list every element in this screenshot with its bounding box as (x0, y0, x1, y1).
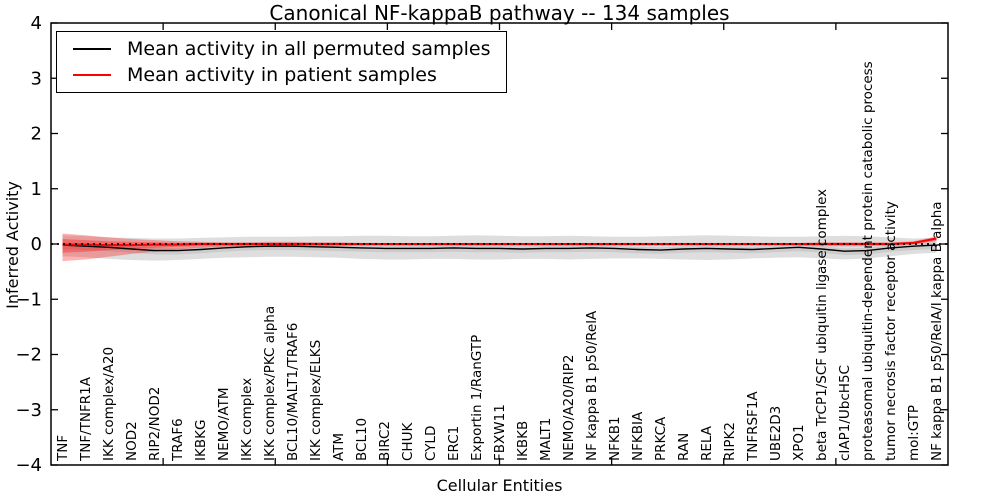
entity-tick-label: cIAP1/UbcH5C (837, 365, 853, 461)
entity-tick-label: mol:GTP (906, 405, 922, 461)
y-tick-label: 1 (31, 179, 42, 200)
entity-tick-label: NEMO/A20/RIP2 (561, 354, 577, 461)
entity-tick-label: BCL10 (354, 418, 370, 461)
entity-tick-label: NEMO/ATM (216, 387, 232, 461)
entity-tick-label: TNFRSF1A (745, 391, 761, 462)
legend: Mean activity in all permuted samples Me… (56, 31, 507, 93)
y-tick-label: 2 (31, 124, 42, 145)
entity-tick-label: RIPK2 (722, 422, 738, 461)
entity-tick-label: IKBKB (515, 421, 531, 461)
entity-tick-label: ATM (331, 433, 347, 461)
legend-label-permuted: Mean activity in all permuted samples (127, 38, 491, 60)
x-axis-label: Cellular Entities (436, 476, 563, 495)
permuted-mean-line (62, 244, 937, 252)
y-tick-label: 4 (31, 13, 42, 34)
legend-line-patient-swatch (73, 74, 111, 76)
y-tick-label: −2 (15, 345, 42, 366)
entity-tick-label: MALT1 (538, 418, 554, 461)
entity-tick-label: BIRC2 (377, 421, 393, 461)
entity-tick-label: proteasomal ubiquitin-dependent protein … (860, 61, 876, 461)
legend-line-permuted-swatch (73, 48, 111, 50)
entity-tick-label: RIP2/NOD2 (147, 387, 163, 461)
entity-tick-label: IKK complex/A20 (101, 347, 117, 461)
entity-tick-label: UBE2D3 (768, 406, 784, 461)
entity-tick-label: RAN (676, 433, 692, 461)
entity-tick-label: NF kappa B1 p50/RelA (584, 310, 600, 461)
entity-tick-label: CHUK (400, 422, 416, 461)
y-tick-label: −1 (15, 289, 42, 310)
y-tick-label: 3 (31, 68, 42, 89)
entity-tick-label: IKK complex/ELKS (308, 340, 324, 461)
entity-tick-label: NOD2 (124, 421, 140, 461)
entity-tick-label: FBXW11 (492, 404, 508, 461)
entity-tick-label: RELA (699, 425, 715, 461)
entity-tick-label: PRKCA (653, 416, 669, 461)
entity-tick-label: beta TrCP1/SCF ubiquitin ligase complex (814, 189, 830, 461)
entity-tick-label: CYLD (423, 426, 439, 461)
legend-label-patient: Mean activity in patient samples (127, 64, 437, 86)
patient-inner-band (62, 237, 937, 253)
entity-tick-label: IKBKG (193, 420, 209, 461)
entity-tick-label: TRAF6 (170, 418, 186, 462)
entity-tick-label: tumor necrosis factor receptor activity (883, 201, 899, 461)
entity-tick-label: BCL10/MALT1/TRAF6 (285, 323, 301, 461)
y-axis-label: Inferred Activity (3, 181, 22, 309)
entity-tick-label: TNF (55, 435, 71, 462)
entity-tick-label: Exportin 1/RanGTP (469, 335, 485, 461)
legend-item-patient: Mean activity in patient samples (73, 64, 506, 86)
entity-tick-label: NFKBIA (630, 411, 646, 461)
entity-tick-label: IKK complex/PKC alpha (262, 306, 278, 461)
entity-tick-label: NF kappa B1 p50/RelA/I kappa B alpha (929, 201, 945, 461)
entity-tick-label: ERC1 (446, 426, 462, 461)
y-tick-label: −3 (15, 400, 42, 421)
y-tick-label: 0 (31, 234, 42, 255)
legend-item-permuted: Mean activity in all permuted samples (73, 38, 506, 60)
entity-tick-label: NFKB1 (607, 416, 623, 461)
entity-tick-label: XPO1 (791, 424, 807, 461)
entity-tick-label: TNF/TNFR1A (78, 376, 94, 462)
chart-title: Canonical NF-kappaB pathway -- 134 sampl… (269, 1, 730, 25)
y-tick-label: −4 (15, 455, 42, 476)
entity-tick-label: IKK complex (239, 378, 255, 461)
